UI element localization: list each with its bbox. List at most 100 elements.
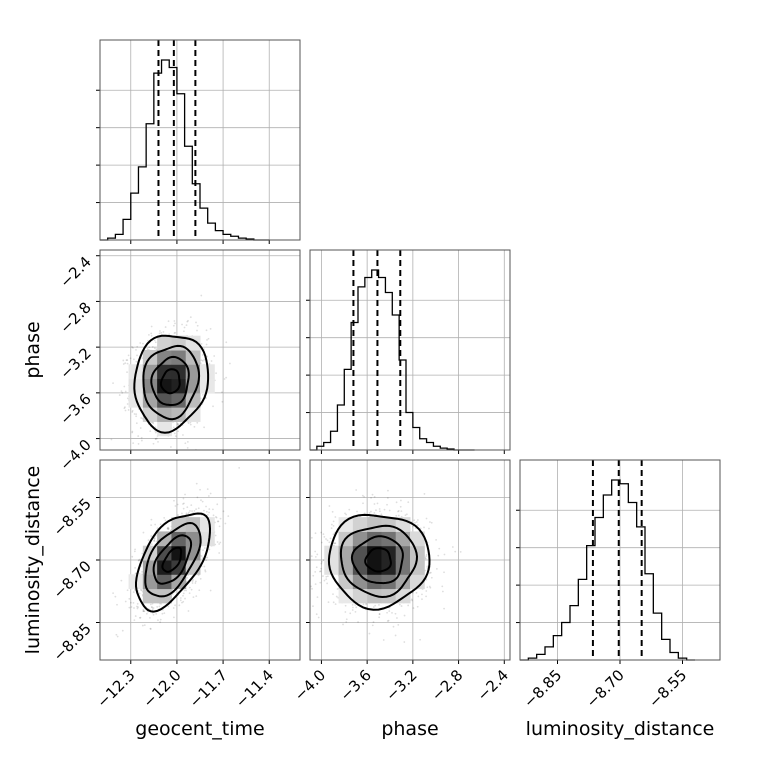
scatter-point bbox=[349, 612, 352, 615]
scatter-point bbox=[153, 537, 156, 539]
scatter-point bbox=[142, 610, 145, 612]
scatter-point bbox=[430, 521, 433, 524]
scatter-point bbox=[425, 517, 428, 520]
scatter-point bbox=[157, 441, 159, 443]
scatter-point bbox=[334, 516, 337, 518]
scatter-point bbox=[150, 518, 153, 521]
scatter-point bbox=[425, 590, 428, 592]
scatter-point bbox=[224, 497, 227, 500]
scatter-point bbox=[194, 582, 197, 584]
scatter-point bbox=[314, 570, 317, 573]
scatter-point bbox=[429, 586, 432, 589]
scatter-point bbox=[133, 607, 135, 609]
scatter-point bbox=[189, 316, 192, 319]
scatter-point bbox=[172, 324, 175, 327]
density-cell bbox=[142, 392, 158, 408]
scatter-point bbox=[173, 332, 176, 335]
density-cell bbox=[200, 531, 215, 547]
scatter-point bbox=[202, 549, 204, 552]
scatter-point bbox=[423, 526, 425, 529]
scatter-point bbox=[159, 523, 162, 526]
scatter-point bbox=[141, 624, 144, 627]
scatter-point bbox=[116, 603, 118, 606]
contour-line bbox=[142, 344, 201, 421]
scatter-point bbox=[182, 600, 185, 603]
density-cell bbox=[171, 364, 187, 380]
x-tick-label-geocent_time: −11.4 bbox=[232, 666, 277, 711]
histogram-phase bbox=[310, 269, 475, 451]
scatter-point bbox=[388, 509, 391, 512]
scatter-point bbox=[342, 623, 344, 626]
scatter-point bbox=[135, 348, 137, 351]
scatter-point bbox=[136, 345, 139, 348]
scatter-point bbox=[160, 331, 163, 334]
scatter-point bbox=[166, 527, 169, 530]
scatter-point bbox=[136, 605, 138, 608]
scatter-point bbox=[203, 509, 205, 512]
density-cell bbox=[367, 517, 382, 532]
scatter-point bbox=[186, 446, 189, 449]
scatter-point bbox=[186, 506, 189, 509]
contour-line bbox=[152, 534, 193, 585]
scatter-point bbox=[203, 547, 206, 549]
y-tick-label-phase: −3.6 bbox=[56, 390, 94, 428]
scatter-point bbox=[425, 578, 428, 581]
scatter-point bbox=[134, 615, 137, 617]
scatter-point bbox=[185, 589, 188, 592]
scatter-point bbox=[154, 426, 157, 429]
density-cell bbox=[338, 545, 354, 561]
scatter-point bbox=[195, 508, 198, 511]
scatter-point bbox=[398, 603, 401, 606]
scatter-point bbox=[141, 570, 144, 573]
scatter-point bbox=[206, 488, 209, 490]
density-cell bbox=[157, 545, 172, 561]
scatter-point bbox=[185, 512, 188, 515]
scatter-point bbox=[167, 605, 170, 608]
scatter-point bbox=[136, 354, 138, 357]
scatter-point bbox=[357, 621, 359, 623]
scatter-point bbox=[140, 417, 143, 419]
scatter-point bbox=[326, 539, 329, 542]
scatter-point bbox=[110, 438, 113, 441]
contour-line bbox=[339, 524, 419, 599]
scatter-point bbox=[133, 619, 136, 622]
scatter-point bbox=[127, 409, 130, 411]
scatter-point bbox=[174, 322, 176, 325]
density-cell bbox=[171, 517, 187, 532]
scatter-point bbox=[191, 582, 194, 584]
scatter-point bbox=[416, 605, 419, 608]
y-tick-label-luminosity_distance: −8.85 bbox=[50, 620, 95, 665]
scatter-point bbox=[159, 621, 162, 624]
scatter-point bbox=[184, 442, 187, 445]
scatter-point bbox=[400, 499, 402, 502]
scatter-point bbox=[332, 601, 335, 604]
scatter-point bbox=[128, 597, 131, 600]
scatter-point bbox=[388, 610, 391, 612]
scatter-point bbox=[168, 333, 171, 336]
scatter-point bbox=[205, 329, 208, 332]
scatter-point bbox=[131, 411, 134, 413]
density-cell bbox=[128, 378, 144, 394]
scatter-point bbox=[194, 580, 197, 583]
scatter-point bbox=[412, 525, 414, 528]
scatter-point bbox=[419, 527, 422, 530]
scatter-point bbox=[203, 358, 206, 361]
scatter-point bbox=[196, 421, 199, 424]
scatter-point bbox=[137, 606, 139, 609]
scatter-point bbox=[141, 552, 144, 555]
scatter-point bbox=[206, 339, 208, 341]
scatter-point bbox=[213, 355, 216, 357]
scatter-point bbox=[397, 510, 399, 513]
x-tick-label-luminosity_distance: −8.85 bbox=[520, 666, 565, 711]
scatter-point bbox=[131, 430, 134, 433]
scatter-point bbox=[190, 504, 193, 507]
scatter-point bbox=[323, 579, 326, 582]
scatter-point bbox=[133, 358, 135, 361]
density-cell bbox=[185, 407, 201, 422]
scatter-point bbox=[209, 327, 212, 330]
scatter-point bbox=[153, 539, 156, 542]
scatter-point bbox=[320, 541, 323, 544]
scatter-point bbox=[141, 357, 144, 360]
scatter-point bbox=[159, 330, 161, 332]
